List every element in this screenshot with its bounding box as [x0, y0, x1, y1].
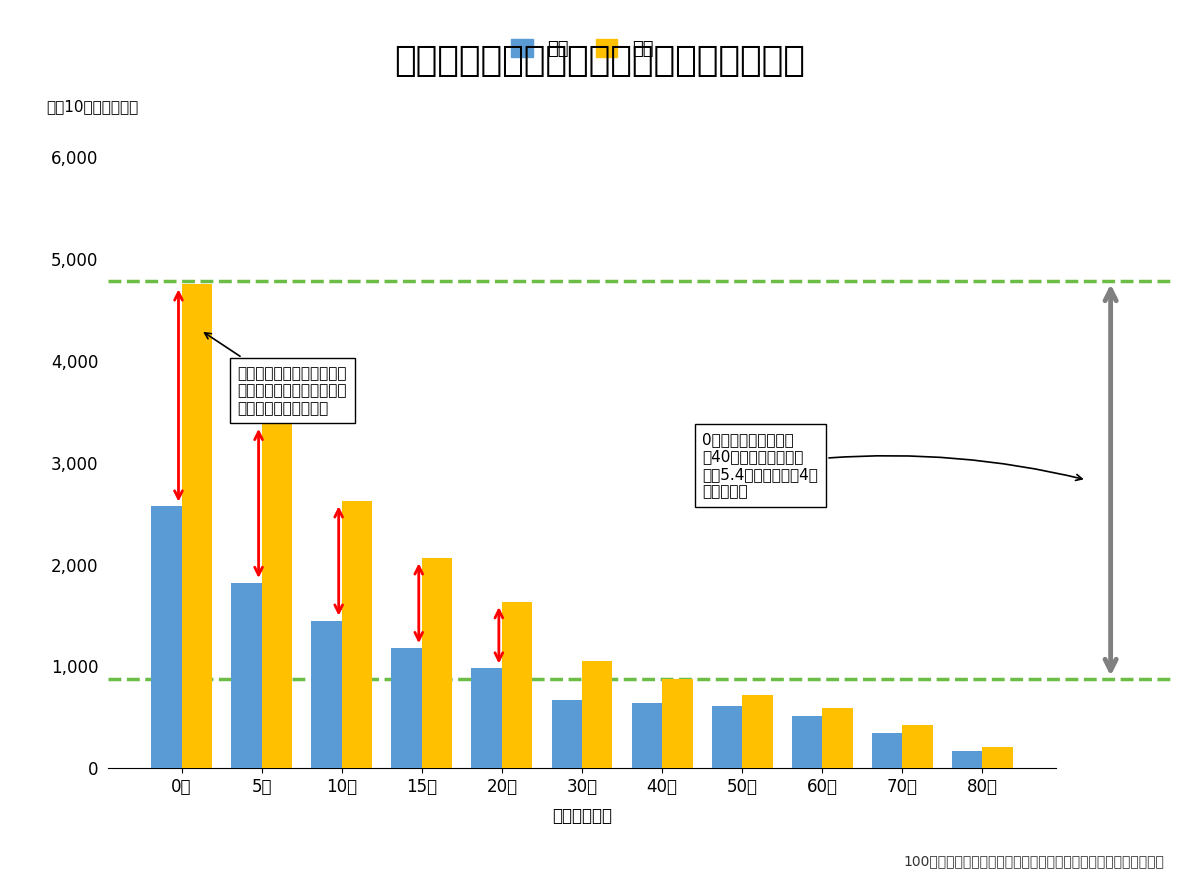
Bar	[712, 706, 742, 768]
Bar	[872, 732, 902, 768]
Bar	[311, 621, 342, 768]
Bar	[181, 285, 212, 768]
Bar	[151, 506, 181, 768]
Bar	[552, 700, 582, 768]
Bar	[502, 602, 533, 768]
Bar	[662, 678, 692, 768]
Bar	[952, 751, 983, 768]
Bar	[983, 747, 1013, 768]
Bar	[472, 669, 502, 768]
Bar	[902, 725, 932, 768]
Bar	[422, 559, 452, 768]
Bar	[822, 708, 853, 768]
Bar	[742, 695, 773, 768]
Text: 0歳の放射線の感受性
は40歳の感受性の女性
で約5.4倍、男性は約4倍
に相当する: 0歳の放射線の感受性 は40歳の感受性の女性 で約5.4倍、男性は約4倍 に相当…	[702, 432, 1082, 499]
X-axis label: 被ばく時年齢: 被ばく時年齢	[552, 807, 612, 825]
Text: 女性は男性よりも放射線の
感受性が高く、年齢が低い
ほど影響の差は大きい: 女性は男性よりも放射線の 感受性が高く、年齢が低い ほど影響の差は大きい	[205, 333, 347, 416]
Bar	[262, 424, 292, 768]
Text: 人口10万人中の人数: 人口10万人中の人数	[47, 100, 139, 114]
Legend: 男性, 女性: 男性, 女性	[504, 31, 660, 65]
Bar	[631, 703, 662, 768]
Bar	[582, 662, 612, 768]
Bar	[342, 501, 372, 768]
Bar	[792, 716, 822, 768]
Bar	[391, 648, 422, 768]
Text: 100ミリシーベルト一回被ばくした場合の生涯発がん率（全がん）: 100ミリシーベルト一回被ばくした場合の生涯発がん率（全がん）	[904, 855, 1164, 869]
Text: 年齢、性別によって変化する放射線の影響: 年齢、性別によって変化する放射線の影響	[395, 44, 805, 78]
Bar	[232, 583, 262, 768]
